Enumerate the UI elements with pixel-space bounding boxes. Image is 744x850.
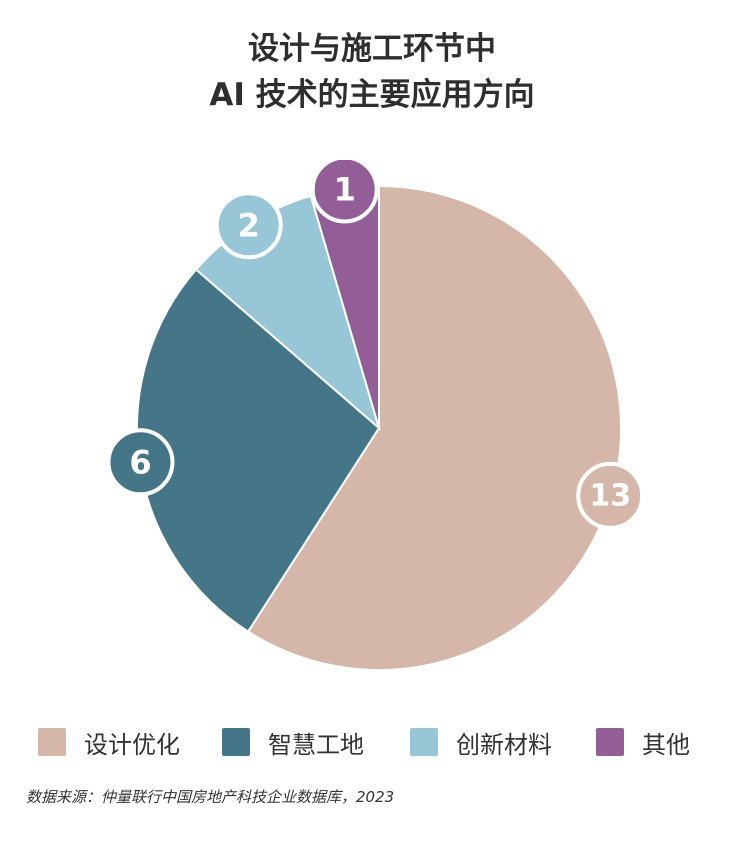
value-badge-smart-site <box>106 428 175 497</box>
title-line-1: 设计与施工环节中 <box>248 31 496 67</box>
chart-title: 设计与施工环节中 AI 技术的主要应用方向 <box>0 26 744 118</box>
data-label-new-material: 2 <box>238 206 260 244</box>
data-label-smart-site: 6 <box>129 443 151 481</box>
legend-swatch <box>38 728 66 756</box>
legend-label: 设计优化 <box>84 730 180 759</box>
legend-label: 创新材料 <box>456 730 552 759</box>
legend-item-design: 设计优化 <box>38 718 180 766</box>
value-badge-design <box>576 461 645 530</box>
data-label-other: 1 <box>334 170 356 208</box>
legend-item-smart-site: 智慧工地 <box>222 718 364 766</box>
legend-label: 智慧工地 <box>268 730 364 759</box>
legend-item-other: 其他 <box>596 718 690 766</box>
value-badge-other <box>310 160 379 224</box>
legend: 设计优化 智慧工地 创新材料 其他 <box>0 718 744 766</box>
legend-swatch <box>222 728 250 756</box>
legend-swatch <box>596 728 624 756</box>
value-badge-new-material <box>214 191 283 260</box>
data-label-design: 13 <box>589 478 631 513</box>
legend-item-new-material: 创新材料 <box>410 718 552 766</box>
title-line-2: AI 技术的主要应用方向 <box>209 77 535 113</box>
data-source: 数据来源：仲量联行中国房地产科技企业数据库，2023 <box>26 788 395 806</box>
pie-chart: 13 6 2 1 <box>106 160 645 671</box>
legend-swatch <box>410 728 438 756</box>
legend-label: 其他 <box>642 730 690 759</box>
